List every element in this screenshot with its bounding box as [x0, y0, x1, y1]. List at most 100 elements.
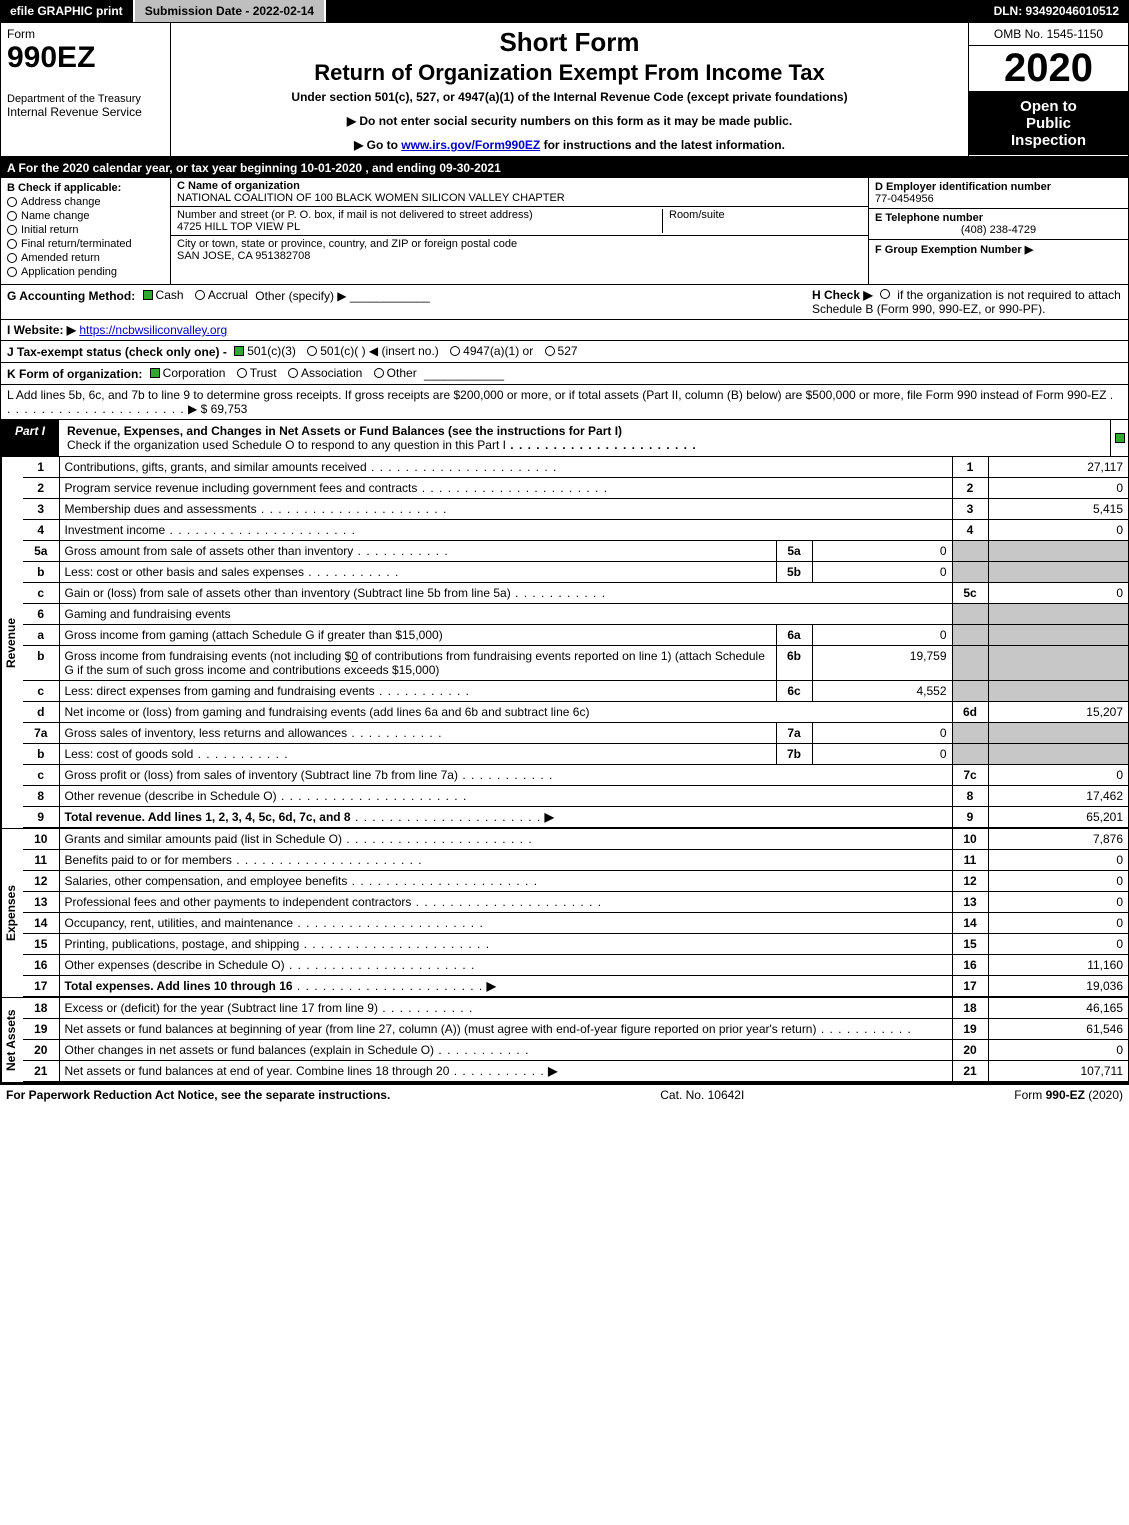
checkbox-icon: [234, 346, 244, 356]
subref: 6c: [776, 681, 812, 702]
line-2: 2Program service revenue including gover…: [23, 478, 1128, 499]
tax-year: 2020: [969, 46, 1128, 92]
val: 0: [988, 765, 1128, 786]
num: 5a: [23, 541, 59, 562]
num: 4: [23, 520, 59, 541]
desc: Contributions, gifts, grants, and simila…: [59, 457, 952, 478]
num: 16: [23, 955, 59, 976]
box-def: D Employer identification number 77-0454…: [868, 178, 1128, 284]
line-5b: bLess: cost or other basis and sales exp…: [23, 562, 1128, 583]
chk-h[interactable]: [880, 289, 890, 299]
subval: 0: [812, 541, 952, 562]
num: 20: [23, 1040, 59, 1061]
num: 13: [23, 892, 59, 913]
line-l: L Add lines 5b, 6c, and 7b to line 9 to …: [1, 385, 1128, 420]
checkbox-icon: [288, 368, 298, 378]
desc: Benefits paid to or for members: [59, 850, 952, 871]
box-d: D Employer identification number 77-0454…: [869, 178, 1128, 209]
open-inspection: Open to Public Inspection: [969, 92, 1128, 155]
chk-initial-return[interactable]: Initial return: [7, 224, 164, 236]
line-5c: cGain or (loss) from sale of assets othe…: [23, 583, 1128, 604]
ref: 17: [952, 976, 988, 997]
chk-4947[interactable]: 4947(a)(1) or: [450, 344, 533, 358]
chk-501c[interactable]: 501(c)( ) ◀ (insert no.): [307, 344, 439, 358]
lbl: Initial return: [21, 224, 78, 236]
desc: Grants and similar amounts paid (list in…: [59, 829, 952, 850]
arrow-icon: ▶: [487, 979, 496, 993]
form-meta-block: OMB No. 1545-1150 2020 Open to Public In…: [968, 23, 1128, 156]
val: [988, 604, 1128, 625]
ref: 18: [952, 998, 988, 1019]
omb-number: OMB No. 1545-1150: [969, 23, 1128, 46]
subval: 0: [812, 562, 952, 583]
ref: 7c: [952, 765, 988, 786]
box-b-title: B Check if applicable:: [7, 182, 164, 194]
line-k: K Form of organization: Corporation Trus…: [1, 363, 1128, 385]
lbl: Association: [301, 366, 362, 380]
ref: 11: [952, 850, 988, 871]
arrow-icon: ▶: [548, 1064, 557, 1078]
chk-trust[interactable]: Trust: [237, 366, 277, 380]
irs-link[interactable]: www.irs.gov/Form990EZ: [401, 138, 540, 152]
chk-accrual[interactable]: Accrual: [195, 288, 248, 302]
num: 19: [23, 1019, 59, 1040]
checkbox-icon: [7, 239, 17, 249]
short-form-title: Short Form: [179, 27, 960, 58]
goto-pre: ▶ Go to: [354, 138, 401, 152]
chk-527[interactable]: 527: [545, 344, 578, 358]
ref: [952, 625, 988, 646]
box-c: C Name of organization NATIONAL COALITIO…: [171, 178, 868, 284]
subval: 0: [812, 625, 952, 646]
ref: 8: [952, 786, 988, 807]
line-11: 11Benefits paid to or for members110: [23, 850, 1128, 871]
desc: Excess or (deficit) for the year (Subtra…: [59, 998, 952, 1019]
line-h: H Check ▶ if the organization is not req…: [812, 288, 1122, 316]
chk-501c3[interactable]: 501(c)(3): [234, 344, 296, 358]
line-14: 14Occupancy, rent, utilities, and mainte…: [23, 913, 1128, 934]
line-j: J Tax-exempt status (check only one) - 5…: [1, 341, 1128, 363]
form-number: 990EZ: [7, 41, 164, 75]
ref: 2: [952, 478, 988, 499]
efile-print-button[interactable]: efile GRAPHIC print: [0, 0, 135, 22]
form-id-block: Form 990EZ Department of the Treasury In…: [1, 23, 171, 156]
lbl: 527: [558, 344, 578, 358]
line-19: 19Net assets or fund balances at beginni…: [23, 1019, 1128, 1040]
desc: Less: cost or other basis and sales expe…: [59, 562, 776, 583]
desc: Program service revenue including govern…: [59, 478, 952, 499]
val: [988, 681, 1128, 702]
line-8: 8Other revenue (describe in Schedule O)8…: [23, 786, 1128, 807]
j-lbl: J Tax-exempt status (check only one) -: [7, 345, 227, 359]
expenses-label: Expenses: [1, 829, 23, 997]
val: 5,415: [988, 499, 1128, 520]
chk-final-return[interactable]: Final return/terminated: [7, 238, 164, 250]
val: 65,201: [988, 807, 1128, 828]
num: 21: [23, 1061, 59, 1082]
desc: Gross income from fundraising events (no…: [59, 646, 776, 681]
part-1-checkbox[interactable]: [1110, 420, 1128, 456]
box-f: F Group Exemption Number ▶: [869, 240, 1128, 259]
phone-lbl: E Telephone number: [875, 212, 983, 224]
chk-cash[interactable]: Cash: [143, 288, 184, 302]
chk-address-change[interactable]: Address change: [7, 196, 164, 208]
chk-assoc[interactable]: Association: [288, 366, 362, 380]
checkbox-icon: [307, 346, 317, 356]
num: 6: [23, 604, 59, 625]
chk-corp[interactable]: Corporation: [150, 366, 226, 380]
chk-application-pending[interactable]: Application pending: [7, 266, 164, 278]
l-text: L Add lines 5b, 6c, and 7b to line 9 to …: [7, 388, 1106, 402]
num: b: [23, 744, 59, 765]
chk-amended-return[interactable]: Amended return: [7, 252, 164, 264]
ref: 5c: [952, 583, 988, 604]
line-5a: 5aGross amount from sale of assets other…: [23, 541, 1128, 562]
num: 2: [23, 478, 59, 499]
g-lbl: G Accounting Method:: [7, 289, 135, 303]
ref: 12: [952, 871, 988, 892]
website-link[interactable]: https://ncbwsiliconvalley.org: [79, 323, 227, 337]
desc: Other expenses (describe in Schedule O): [59, 955, 952, 976]
val: 7,876: [988, 829, 1128, 850]
chk-name-change[interactable]: Name change: [7, 210, 164, 222]
chk-other[interactable]: Other: [374, 366, 417, 380]
ref: [952, 744, 988, 765]
box-e: E Telephone number (408) 238-4729: [869, 209, 1128, 240]
checkbox-icon: [1115, 433, 1125, 443]
